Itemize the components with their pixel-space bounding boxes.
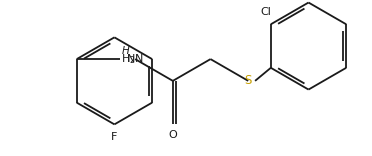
Text: H$_2$N: H$_2$N: [121, 52, 144, 66]
Text: O: O: [169, 130, 177, 140]
Text: F: F: [111, 132, 118, 142]
Text: S: S: [244, 74, 252, 87]
Text: H: H: [121, 46, 129, 56]
Text: N: N: [127, 54, 135, 64]
Text: Cl: Cl: [261, 7, 272, 17]
